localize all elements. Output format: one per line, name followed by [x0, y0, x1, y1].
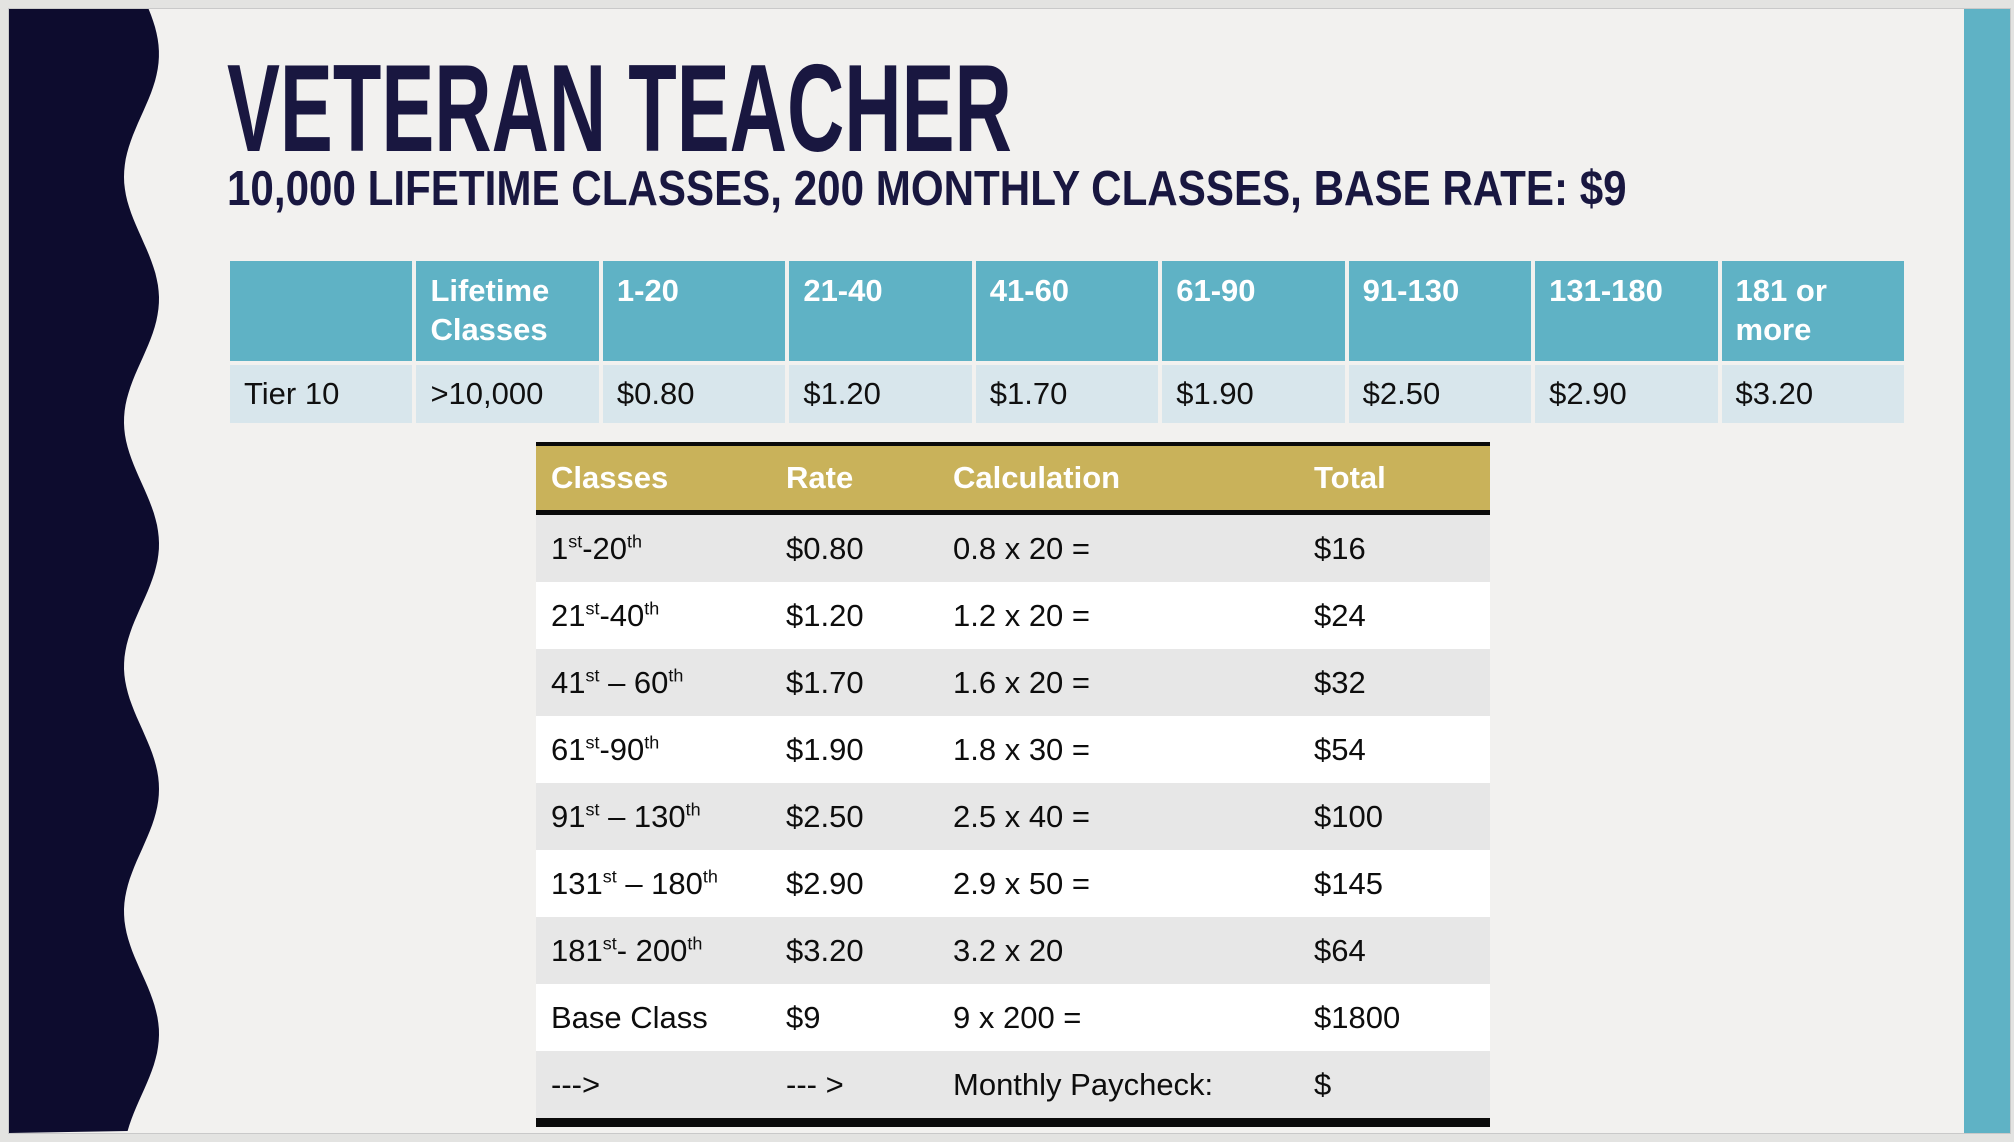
calc-table-row: 21st-40th $1.20 1.2 x 20 = $24	[536, 582, 1490, 649]
calc-table-cell: 1.6 x 20 =	[953, 664, 1091, 700]
tier-table-data-cell: $2.50	[1348, 365, 1532, 423]
tier-table-data-cell: $1.90	[1162, 365, 1345, 423]
calc-table-header-cell: Rate	[786, 460, 854, 495]
tier-table-data-cell: $1.70	[975, 365, 1159, 423]
calc-table-cell: --->	[551, 1066, 601, 1102]
calc-table-cell: $100	[1314, 798, 1383, 834]
calc-table-cell: $9	[786, 999, 821, 1035]
calc-table-cell: $1.90	[786, 731, 864, 767]
calc-table-row: 41st – 60th $1.70 1.6 x 20 = $32	[536, 649, 1490, 716]
calc-table-cell: 61st-90th	[551, 731, 660, 767]
calc-table-cell: Monthly Paycheck:	[953, 1066, 1214, 1102]
calc-table-cell: 131st – 180th	[551, 865, 718, 901]
calc-table-cell: $3.20	[786, 932, 864, 968]
calc-table-cell: 1.8 x 30 =	[953, 731, 1091, 767]
calc-table-cell: 1st-20th	[551, 530, 643, 566]
calc-table-body: 1st-20th $0.80 0.8 x 20 = $16 21st-40th $1.20…	[536, 515, 1490, 1118]
calc-table-cell: $2.90	[786, 865, 864, 901]
calc-table-header-cell: Calculation	[953, 460, 1121, 495]
calc-table-row: 1st-20th $0.80 0.8 x 20 = $16	[536, 515, 1490, 582]
calc-table-cell: 3.2 x 20	[953, 932, 1064, 968]
calc-table-cell: --- >	[786, 1066, 844, 1102]
calc-table-cell: 2.5 x 40 =	[953, 798, 1091, 834]
calc-table-row: 181st- 200th $3.20 3.2 x 20 $64	[536, 917, 1490, 984]
slide-title: VETERAN TEACHER	[227, 47, 1453, 171]
calc-table-row: 91st – 130th $2.50 2.5 x 40 = $100	[536, 783, 1490, 850]
tier-table-header-cell: 41-60	[975, 261, 1159, 361]
tier-table-header-cell	[230, 261, 413, 361]
tier-table-header-cell: Lifetime Classes	[416, 261, 599, 361]
calc-table-cell: $2.50	[786, 798, 864, 834]
calc-table-cell: $1.70	[786, 664, 864, 700]
calc-table-row: ---> --- > Monthly Paycheck: $	[536, 1051, 1490, 1118]
calc-table-cell: 0.8 x 20 =	[953, 530, 1091, 566]
calc-table-row: 61st-90th $1.90 1.8 x 30 = $54	[536, 716, 1490, 783]
calc-table-cell: 9 x 200 =	[953, 999, 1082, 1035]
tier-table-data-cell: Tier 10	[230, 365, 413, 423]
tier-table-header-cell: 21-40	[789, 261, 972, 361]
calc-table-cell: 41st – 60th	[551, 664, 684, 700]
right-accent-bar	[1964, 9, 2010, 1133]
calc-table-cell: $	[1314, 1066, 1332, 1102]
tier-table-data-cell: >10,000	[416, 365, 599, 423]
calc-table-cell: $54	[1314, 731, 1366, 767]
calc-table-cell: $16	[1314, 530, 1366, 566]
tier-table-header-cell: 91-130	[1348, 261, 1532, 361]
tier-table-data-cell: $0.80	[602, 365, 786, 423]
calc-table-cell: $1.20	[786, 597, 864, 633]
calc-table-cell: Base Class	[551, 999, 708, 1035]
tier-rate-table: Lifetime Classes 1-20 21-40 41-60 61-90 91-13…	[230, 261, 1904, 423]
tier-table-data-cell: $1.20	[789, 365, 972, 423]
tier-table-header-cell: 181 or more	[1721, 261, 1904, 361]
slide: VETERAN TEACHER 10,000 LIFETIME CLASSES,…	[9, 9, 2010, 1133]
tier-table-header-cell: 131-180	[1535, 261, 1718, 361]
calc-table-header-cell: Total	[1314, 460, 1386, 495]
calc-table-header-row: Classes Rate Calculation Total	[536, 446, 1490, 515]
tier-table-data-cell: $3.20	[1721, 365, 1904, 423]
calc-table-row: Base Class $9 9 x 200 = $1800	[536, 984, 1490, 1051]
calc-table-cell: 1.2 x 20 =	[953, 597, 1091, 633]
tier-table-data-cell: $2.90	[1535, 365, 1718, 423]
wave-shape-icon	[9, 9, 159, 1133]
calc-table-cell: 21st-40th	[551, 597, 660, 633]
calc-table-row: 131st – 180th $2.90 2.9 x 50 = $145	[536, 850, 1490, 917]
calc-table-cell: $64	[1314, 932, 1366, 968]
calc-table-cell: $32	[1314, 664, 1366, 700]
slide-subtitle: 10,000 LIFETIME CLASSES, 200 MONTHLY CLA…	[227, 165, 1854, 214]
calc-table-cell: $1800	[1314, 999, 1401, 1035]
paycheck-calculation-table: Classes Rate Calculation Total 1st-20th $0.8…	[536, 442, 1490, 1127]
calc-table-cell: 2.9 x 50 =	[953, 865, 1091, 901]
tier-table-header-cell: 61-90	[1162, 261, 1345, 361]
slide-title-text: VETERAN TEACHER	[227, 40, 1012, 178]
calc-table-cell: $145	[1314, 865, 1383, 901]
calc-table-cell: 91st – 130th	[551, 798, 701, 834]
calc-table-header-cell: Classes	[551, 460, 669, 495]
calc-table-cell: $24	[1314, 597, 1366, 633]
calc-table-cell: $0.80	[786, 530, 864, 566]
slide-subtitle-text: 10,000 LIFETIME CLASSES, 200 MONTHLY CLA…	[227, 162, 1627, 216]
calc-table-cell: 181st- 200th	[551, 932, 703, 968]
tier-table-header-cell: 1-20	[602, 261, 786, 361]
left-wave-decoration	[9, 9, 159, 1133]
